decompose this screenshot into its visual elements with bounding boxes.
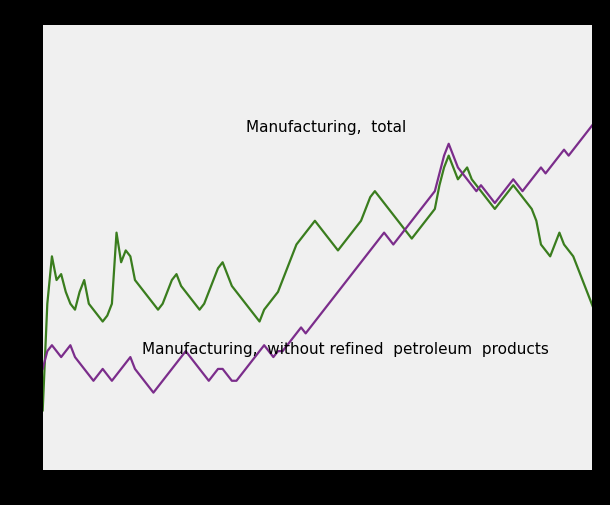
Text: Manufacturing,  without refined  petroleum  products: Manufacturing, without refined petroleum… — [142, 342, 548, 357]
Text: Manufacturing,  total: Manufacturing, total — [246, 120, 406, 135]
